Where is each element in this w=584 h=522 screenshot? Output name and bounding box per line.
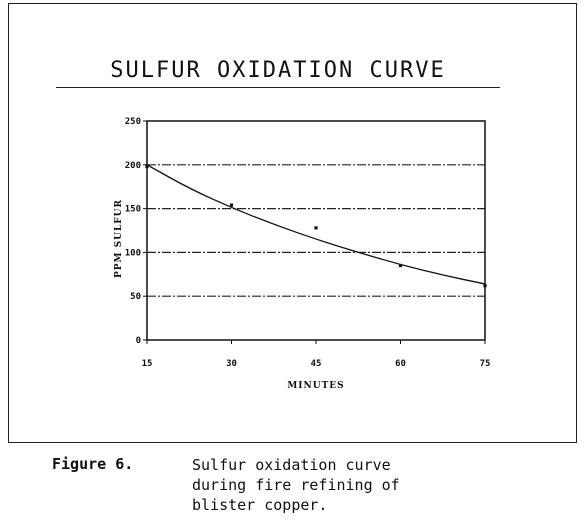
x-axis-label: MINUTES	[287, 381, 344, 391]
data-point-3	[398, 263, 403, 268]
y-tick-label-200: 200	[125, 161, 141, 171]
x-tick-label-30: 30	[226, 359, 237, 369]
y-tick-label-250: 250	[125, 117, 141, 127]
data-points	[145, 164, 487, 288]
x-tick-label-60: 60	[395, 359, 406, 369]
data-point-2	[314, 226, 318, 230]
title-underline	[56, 87, 500, 88]
figure-caption-text: Sulfur oxidation curve during fire refin…	[192, 456, 400, 514]
data-point-4	[483, 284, 487, 288]
y-tick-label-100: 100	[125, 248, 141, 258]
data-point-1	[229, 203, 234, 207]
x-tick-label-75: 75	[480, 359, 491, 369]
y-tick-label-50: 50	[130, 292, 141, 302]
plot-area-frame	[146, 120, 486, 341]
chart-title: SULFUR OXIDATION CURVE	[110, 58, 446, 83]
trend-curve-line	[146, 164, 486, 285]
x-tick-label-15: 15	[142, 359, 153, 369]
figure-frame	[8, 3, 577, 443]
x-tick-label-45: 45	[311, 359, 322, 369]
data-point-0	[145, 164, 149, 169]
grid-lines	[147, 164, 485, 297]
trend-curve	[146, 164, 486, 285]
figure-caption-label: Figure 6.	[52, 455, 134, 473]
y-tick-label-150: 150	[125, 205, 141, 215]
y-axis-label: PPM SULFUR	[114, 199, 124, 278]
y-tick-label-0: 0	[136, 336, 141, 346]
axis-ticks: 0 50 100 150 200 250 15 30 45 60 75	[125, 117, 491, 369]
